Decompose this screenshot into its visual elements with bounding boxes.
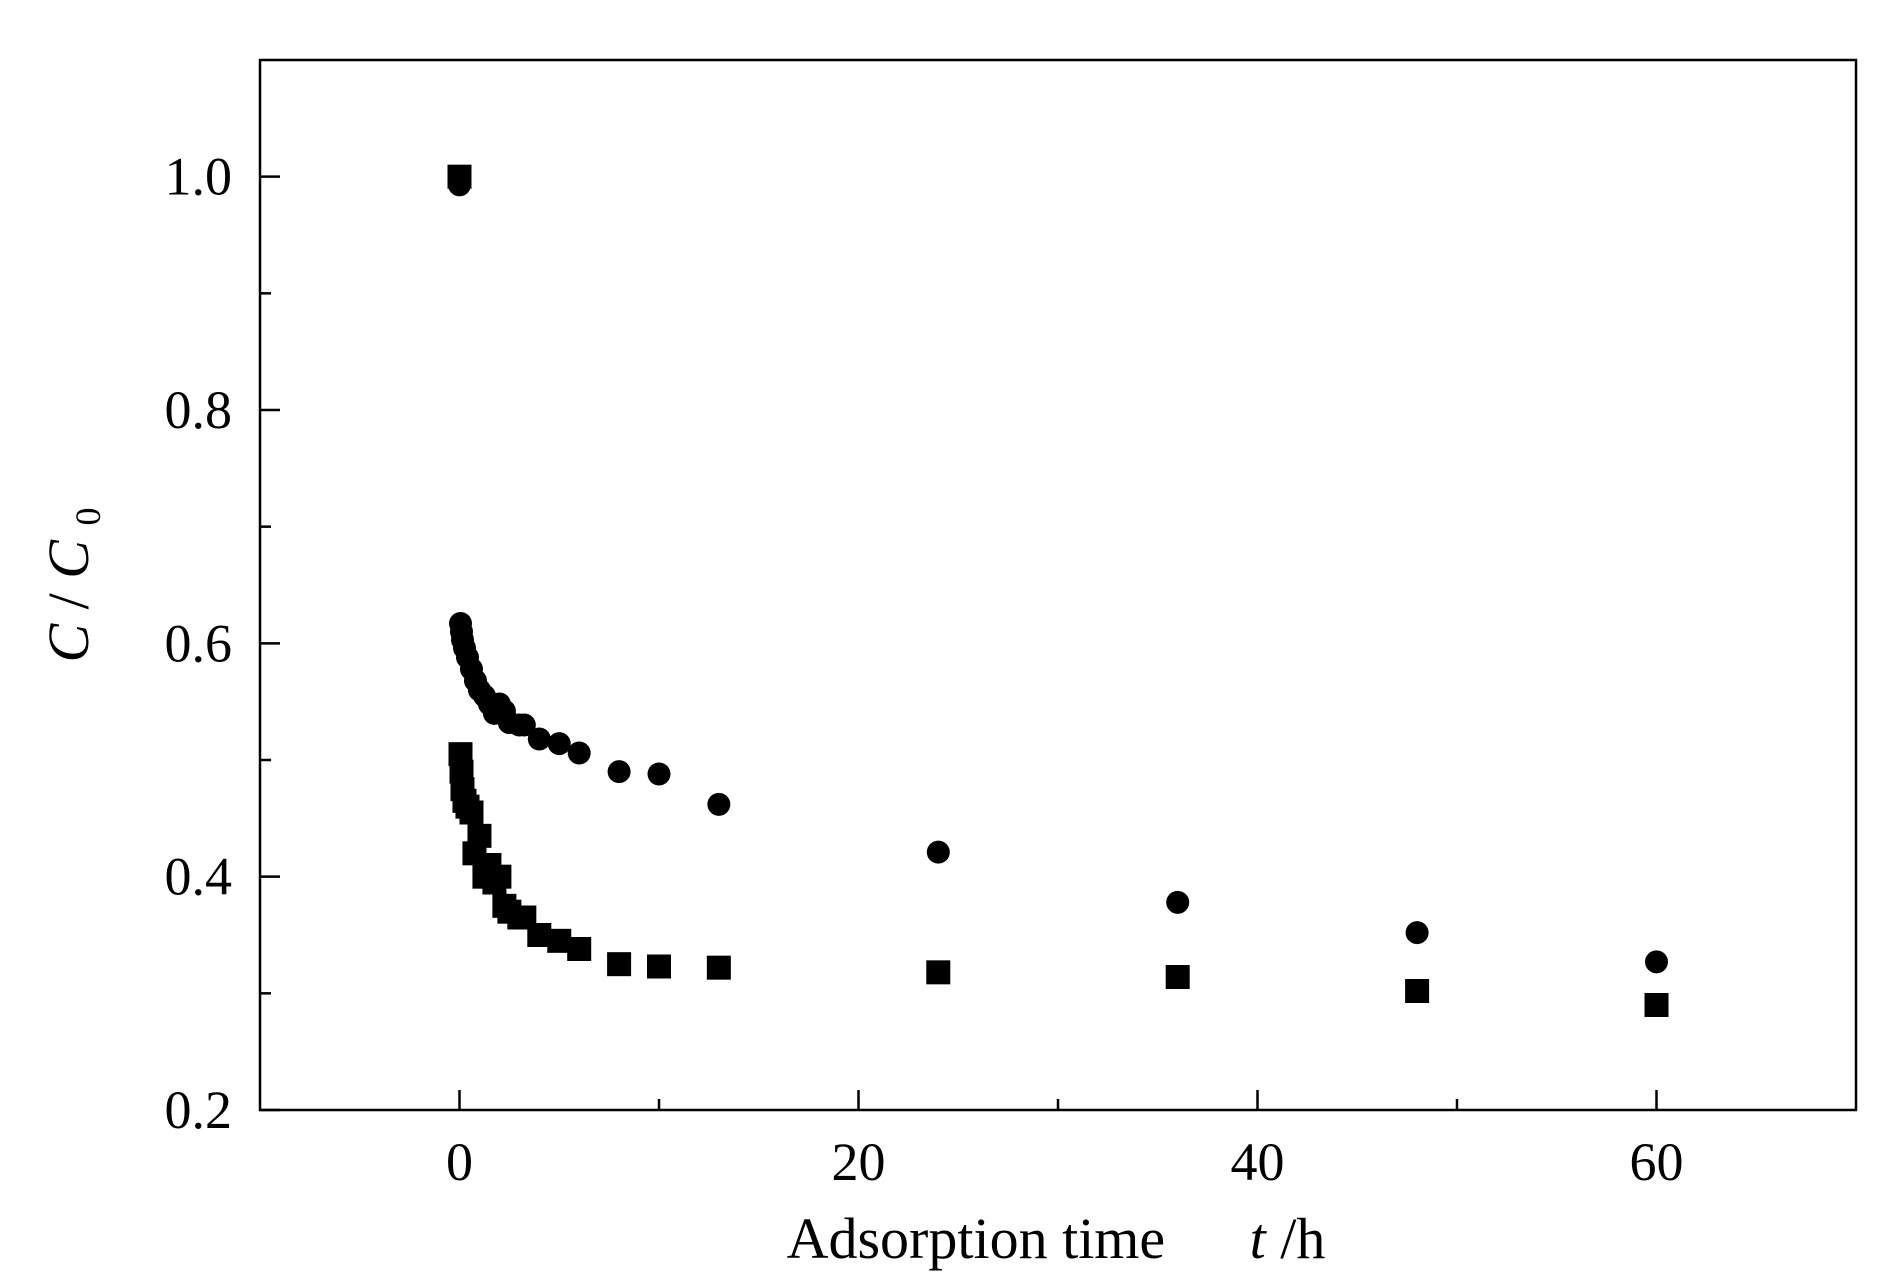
x-tick-label: 0	[446, 1132, 473, 1192]
square-point	[706, 955, 731, 980]
y-tick-label: 0.4	[165, 847, 233, 907]
y-tick-label: 0.6	[165, 613, 233, 673]
tick-labels: 0 20 40 60 0.2 0.4 0.6 0.8 1.0	[165, 147, 1684, 1192]
circle-point	[607, 760, 631, 784]
circle-point	[926, 840, 950, 864]
y-axis-title: C / C 0	[36, 508, 108, 663]
circle-point	[527, 727, 551, 751]
circle-point	[1405, 921, 1429, 945]
circle-point	[567, 741, 591, 765]
x-tick-label: 40	[1231, 1132, 1285, 1192]
square-point	[926, 960, 951, 985]
circle-point	[512, 713, 536, 737]
square-point	[487, 864, 512, 889]
x-axis-unit: /h	[1280, 1206, 1325, 1271]
y-tick-label: 1.0	[165, 147, 233, 207]
x-tick-label: 60	[1630, 1132, 1684, 1192]
data-markers	[447, 164, 1669, 1017]
plot-frame	[258, 58, 1858, 1112]
y-axis-separator: /	[36, 592, 101, 609]
square-point	[567, 937, 592, 961]
y-tick-label: 0.2	[165, 1080, 233, 1140]
y-tick-label: 0.8	[165, 380, 233, 440]
square-point	[607, 952, 632, 977]
circle-point	[1166, 890, 1190, 914]
circle-point	[547, 732, 571, 756]
square-point	[1405, 979, 1430, 1003]
circle-point	[448, 173, 471, 197]
square-point	[459, 800, 484, 825]
axis-ticks	[260, 175, 1658, 1112]
y-axis-subscript: 0	[68, 508, 108, 526]
circle-point	[1645, 950, 1668, 974]
x-axis-title: Adsorption time t /h	[787, 1206, 1326, 1271]
x-tick-label: 20	[832, 1132, 886, 1192]
square-point	[647, 954, 671, 979]
circle-point	[707, 792, 731, 816]
y-axis-variable: C	[36, 623, 101, 663]
x-axis-variable: t	[1250, 1206, 1268, 1271]
circle-point	[647, 762, 671, 786]
square-point	[467, 823, 492, 848]
x-axis-label: Adsorption time	[787, 1206, 1166, 1271]
square-point	[1165, 965, 1190, 989]
y-axis-variable-2: C	[36, 539, 101, 579]
square-point	[1644, 993, 1669, 1017]
